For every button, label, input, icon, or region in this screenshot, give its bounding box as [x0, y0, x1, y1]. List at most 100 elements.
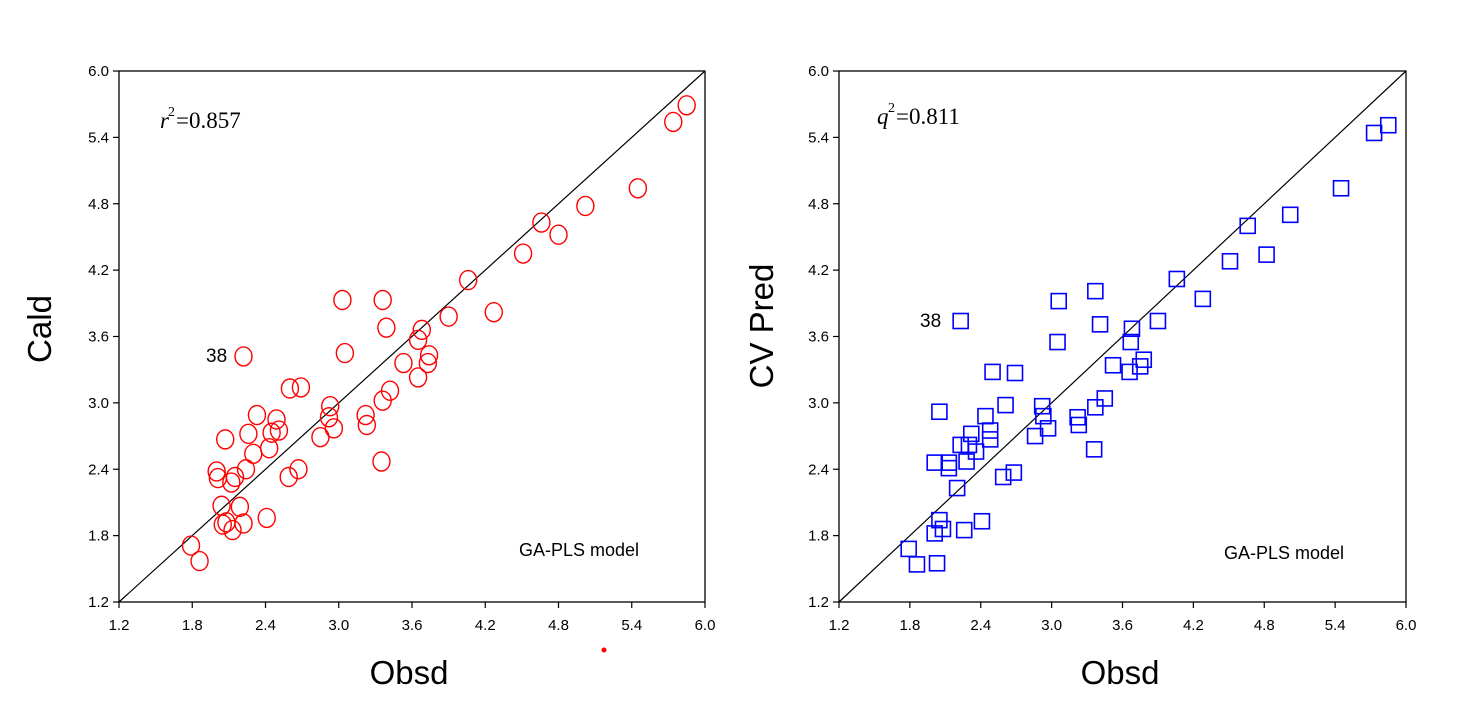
right-data-point: [1121, 363, 1138, 381]
left-data-point: [223, 519, 242, 541]
right-data-point: [1221, 252, 1239, 270]
left-scatter-panel: 1.2 1.8 2.4 3.0 3.6 4.2 4.8 5.4 6.0 1.2 1.8 2.4 3.0 3…: [21, 63, 715, 691]
left-y-tick-label: 5.4: [88, 129, 109, 146]
right-data-point: [1239, 217, 1257, 235]
right-data-point: [1096, 390, 1114, 407]
right-x-tick-label: 5.4: [1325, 617, 1346, 634]
left-axis-ticks: 1.2 1.8 2.4 3.0 3.6 4.2 4.8 5.4 6.0 1.2 1.8 2.4 3.0 3…: [88, 63, 715, 634]
left-x-tick-label: 1.2: [109, 617, 130, 634]
left-x-tick-label: 1.8: [182, 617, 203, 634]
right-data-point: [1087, 398, 1104, 416]
left-data-point: [269, 420, 289, 441]
left-x-tick-label: 5.4: [621, 617, 642, 634]
right-data-point: [1123, 320, 1141, 338]
left-data-point: [247, 404, 267, 426]
left-data-point: [213, 514, 232, 535]
right-data-point: [973, 512, 991, 530]
right-data-point: [958, 453, 975, 470]
left-data-point: [190, 550, 209, 572]
right-data-point: [926, 454, 943, 471]
left-outlier-label: 38: [206, 346, 227, 367]
right-data-point: [997, 396, 1014, 414]
right-data-point: [934, 520, 952, 538]
right-data-point: [931, 511, 948, 529]
left-data-point: [259, 438, 279, 459]
right-data-point: [1122, 333, 1140, 351]
right-outlier-label: 38: [920, 311, 941, 332]
right-data-point: [928, 554, 946, 572]
right-data-points: [900, 116, 1397, 573]
right-stat-symbol: q: [877, 104, 889, 129]
left-data-point: [311, 426, 330, 448]
right-data-point: [1070, 416, 1088, 434]
left-data-point: [319, 407, 339, 428]
right-axis-ticks: 1.2 1.8 2.4 3.0 3.6 4.2 4.8 5.4 6.0 1.2 1.8 2.4 3.0 3…: [808, 63, 1416, 634]
right-scatter-panel: 1.2 1.8 2.4 3.0 3.6 4.2 4.8 5.4 6.0 1.2 1.8 2.4 3.0 3…: [743, 63, 1416, 691]
right-stat-value: =0.811: [896, 104, 960, 129]
right-data-point: [900, 540, 917, 558]
left-data-point: [439, 306, 458, 327]
left-stat-superscript: 2: [168, 105, 175, 120]
right-model-label: GA-PLS model: [1224, 543, 1344, 563]
left-stat-symbol: r: [160, 108, 170, 133]
left-y-tick-label: 4.8: [88, 196, 109, 213]
right-y-tick-label: 3.6: [808, 329, 829, 346]
right-data-point: [1033, 397, 1051, 415]
right-x-tick-label: 6.0: [1396, 617, 1417, 634]
left-data-point: [280, 378, 300, 399]
right-data-point: [1049, 333, 1066, 351]
right-data-point: [984, 363, 1001, 381]
left-data-point: [576, 195, 595, 217]
left-data-point: [234, 346, 253, 367]
left-data-point: [257, 507, 276, 529]
left-data-point: [234, 513, 253, 534]
right-y-tick-label: 5.4: [808, 129, 829, 146]
right-data-point: [1006, 364, 1024, 382]
right-data-point: [981, 422, 999, 439]
right-y-tick-label: 1.2: [808, 594, 829, 611]
left-x-tick-label: 6.0: [695, 617, 716, 634]
left-data-point: [377, 317, 396, 338]
right-x-tick-label: 4.8: [1254, 617, 1275, 634]
left-data-point: [373, 289, 392, 311]
right-data-point: [1332, 179, 1350, 197]
right-x-axis-title: Obsd: [1081, 654, 1160, 691]
right-data-point: [967, 443, 985, 460]
left-data-point: [549, 224, 568, 245]
left-y-tick-label: 1.2: [88, 594, 109, 611]
right-x-tick-label: 3.6: [1112, 617, 1133, 634]
left-data-points: [181, 95, 696, 572]
left-data-point: [181, 535, 201, 556]
left-data-point: [412, 319, 431, 341]
right-data-point: [994, 468, 1012, 486]
left-data-point: [484, 301, 503, 323]
left-data-point: [419, 345, 439, 366]
left-data-point: [267, 409, 286, 430]
left-stat-value: =0.857: [176, 108, 241, 133]
left-x-tick-label: 4.2: [475, 617, 496, 634]
left-y-tick-label: 2.4: [88, 461, 109, 478]
left-data-point: [458, 269, 478, 291]
right-data-point: [981, 431, 999, 448]
left-data-point: [321, 395, 340, 417]
left-x-tick-label: 3.6: [402, 617, 423, 634]
left-x-tick-label: 3.0: [328, 617, 349, 634]
right-data-point: [1039, 420, 1057, 437]
right-data-point: [1149, 312, 1167, 330]
left-plot-frame: [118, 70, 706, 603]
left-data-point: [262, 422, 281, 443]
left-model-label: GA-PLS model: [519, 540, 639, 560]
right-data-point: [955, 521, 973, 539]
right-plot-frame: [838, 70, 1407, 603]
left-y-axis-title: Cald: [21, 295, 58, 363]
right-data-point: [1194, 290, 1212, 308]
right-data-point: [931, 403, 948, 421]
right-data-point: [1258, 246, 1275, 263]
left-data-point: [380, 380, 400, 401]
right-data-point: [1091, 316, 1109, 333]
left-data-point: [408, 329, 428, 351]
right-data-point: [1085, 441, 1103, 458]
right-y-tick-label: 4.8: [808, 196, 829, 213]
right-data-point: [1087, 282, 1104, 300]
right-data-point: [1131, 358, 1149, 375]
